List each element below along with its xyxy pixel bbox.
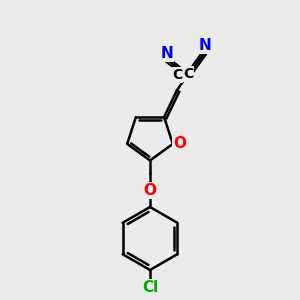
- Text: O: O: [143, 183, 157, 198]
- Text: C: C: [172, 68, 182, 82]
- Text: N: N: [160, 46, 173, 61]
- Text: C: C: [183, 67, 193, 81]
- Text: Cl: Cl: [142, 280, 158, 295]
- Text: O: O: [173, 136, 186, 152]
- Text: N: N: [199, 38, 211, 53]
